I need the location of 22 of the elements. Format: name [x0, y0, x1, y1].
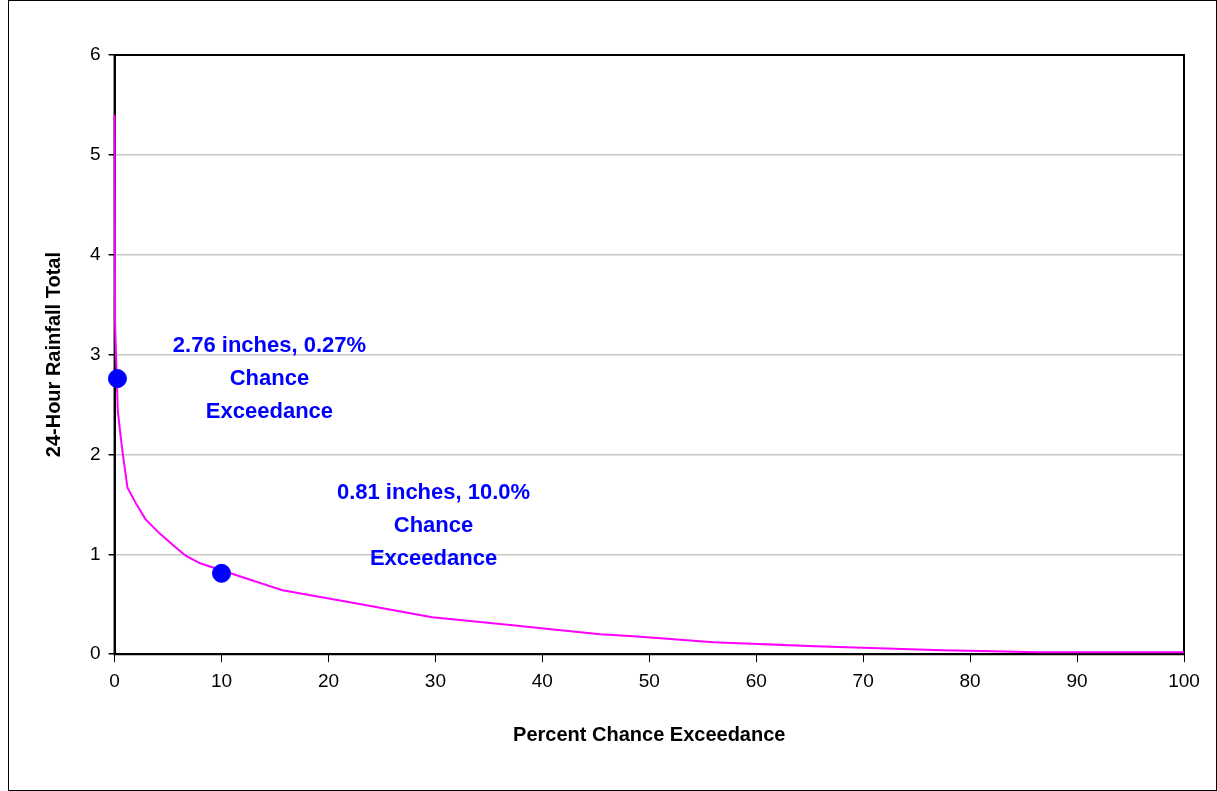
- x-axis-title: Percent Chance Exceedance: [513, 722, 786, 745]
- x-tick-label: 100: [1168, 669, 1200, 691]
- y-tick-label: 0: [89, 642, 101, 664]
- y-tick-label: 4: [89, 242, 101, 264]
- x-tick-label: 30: [424, 669, 446, 691]
- y-tick-label: 5: [89, 143, 101, 165]
- y-tick-label: 2: [89, 442, 101, 464]
- x-tick-label: 80: [959, 669, 981, 691]
- x-tick-label: 90: [1066, 669, 1088, 691]
- x-tick-label: 0: [109, 669, 120, 691]
- x-tick-label: 50: [638, 669, 660, 691]
- annotation: 2.76 inches, 0.27% Chance Exceedance: [172, 331, 367, 423]
- annotation: 0.81 inches, 10.0% Chance Exceedance: [336, 479, 531, 571]
- y-tick-label: 3: [89, 342, 101, 364]
- x-tick-label: 60: [745, 669, 767, 691]
- x-tick-label: 40: [531, 669, 553, 691]
- x-tick-label: 70: [852, 669, 874, 691]
- y-tick-label: 1: [89, 542, 101, 564]
- y-tick-label: 6: [89, 43, 101, 65]
- y-axis-title: 24-Hour Rainfall Total: [41, 251, 64, 458]
- x-tick-label: 10: [210, 669, 233, 691]
- x-tick-label: 20: [317, 669, 340, 691]
